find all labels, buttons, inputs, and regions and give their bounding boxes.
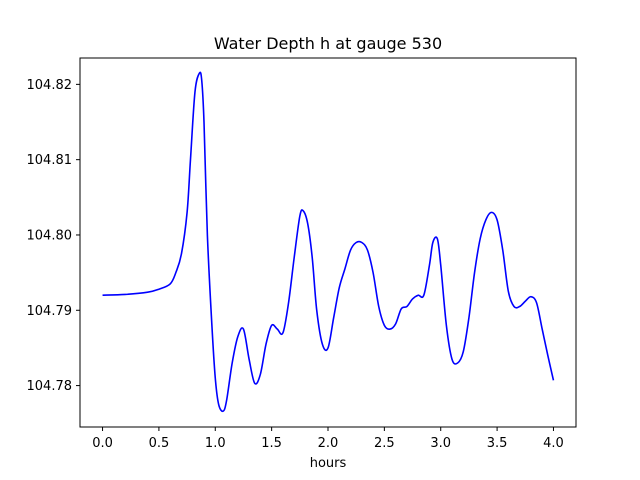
plot-frame — [79, 57, 577, 428]
x-tick-label: 4.0 — [543, 436, 564, 451]
x-axis-label: hours — [310, 456, 347, 471]
y-tick-label: 104.82 — [27, 78, 73, 93]
x-axis-ticks: 0.0 0.5 1.0 1.5 2.0 2.5 3.0 3.5 4.0 — [92, 427, 564, 451]
chart-title: Water Depth h at gauge 530 — [214, 34, 442, 53]
x-tick-label: 3.0 — [430, 436, 451, 451]
y-tick-label: 104.78 — [27, 379, 73, 394]
x-tick-label: 1.5 — [261, 436, 282, 451]
x-tick-label: 0.0 — [92, 436, 113, 451]
series-line-0 — [102, 71, 555, 413]
y-tick-label: 104.79 — [27, 304, 73, 319]
y-axis-ticks: 104.78 104.79 104.80 104.81 104.82 — [27, 78, 80, 394]
series-layer — [102, 71, 555, 413]
x-tick-label: 3.5 — [487, 436, 508, 451]
x-tick-label: 1.0 — [205, 436, 226, 451]
y-tick-label: 104.81 — [27, 153, 73, 168]
x-tick-label: 2.5 — [374, 436, 395, 451]
x-tick-label: 2.0 — [318, 436, 339, 451]
y-tick-label: 104.80 — [27, 228, 73, 243]
x-tick-label: 0.5 — [149, 436, 170, 451]
